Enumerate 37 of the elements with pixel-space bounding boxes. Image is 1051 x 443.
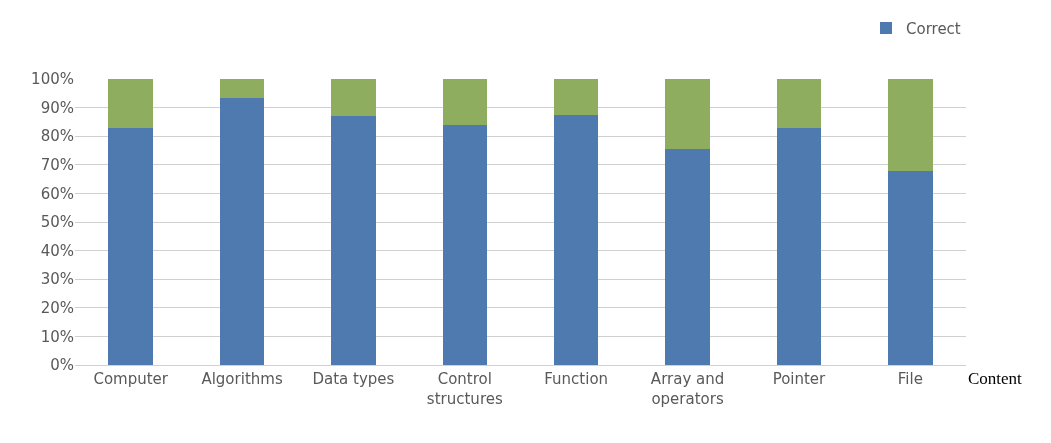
bar <box>553 114 599 365</box>
y-tick-label: 50% <box>40 213 74 232</box>
bar <box>219 97 265 365</box>
x-tick-label: Array and operators <box>650 370 725 408</box>
bar <box>665 149 710 365</box>
bar <box>108 79 153 128</box>
y-tick-label: 20% <box>40 299 74 318</box>
bar <box>888 79 933 171</box>
y-tick-label: 70% <box>40 156 74 175</box>
bar <box>442 124 488 365</box>
bar <box>776 127 822 365</box>
bar <box>442 79 488 125</box>
y-tick-label: 100% <box>31 70 74 89</box>
bar <box>776 79 822 128</box>
x-axis-title: Content <box>968 369 1023 388</box>
legend-label: Correct <box>906 19 961 38</box>
x-tick-label: Control structures <box>426 370 503 408</box>
y-tick-label: 10% <box>40 327 74 346</box>
y-tick-label: 60% <box>40 184 74 203</box>
x-tick-label: Data types <box>312 370 395 388</box>
bar <box>331 79 376 117</box>
x-tick-label: File <box>897 370 923 388</box>
bar <box>219 79 265 98</box>
y-tick-label: 90% <box>40 98 74 117</box>
x-tick-label: Algorithms <box>201 370 283 388</box>
bar <box>331 116 376 365</box>
y-tick-label: 80% <box>40 127 74 146</box>
y-tick-label: 30% <box>40 270 74 289</box>
bar <box>665 79 710 150</box>
y-tick-label: 40% <box>40 241 74 260</box>
bar <box>888 170 933 365</box>
x-tick-label: Pointer <box>772 370 827 388</box>
x-tick-label: Function <box>544 370 609 388</box>
bar <box>553 79 599 115</box>
bar <box>108 127 153 365</box>
x-tick-label: Computer <box>93 370 169 388</box>
y-tick-label: 0% <box>50 356 74 375</box>
